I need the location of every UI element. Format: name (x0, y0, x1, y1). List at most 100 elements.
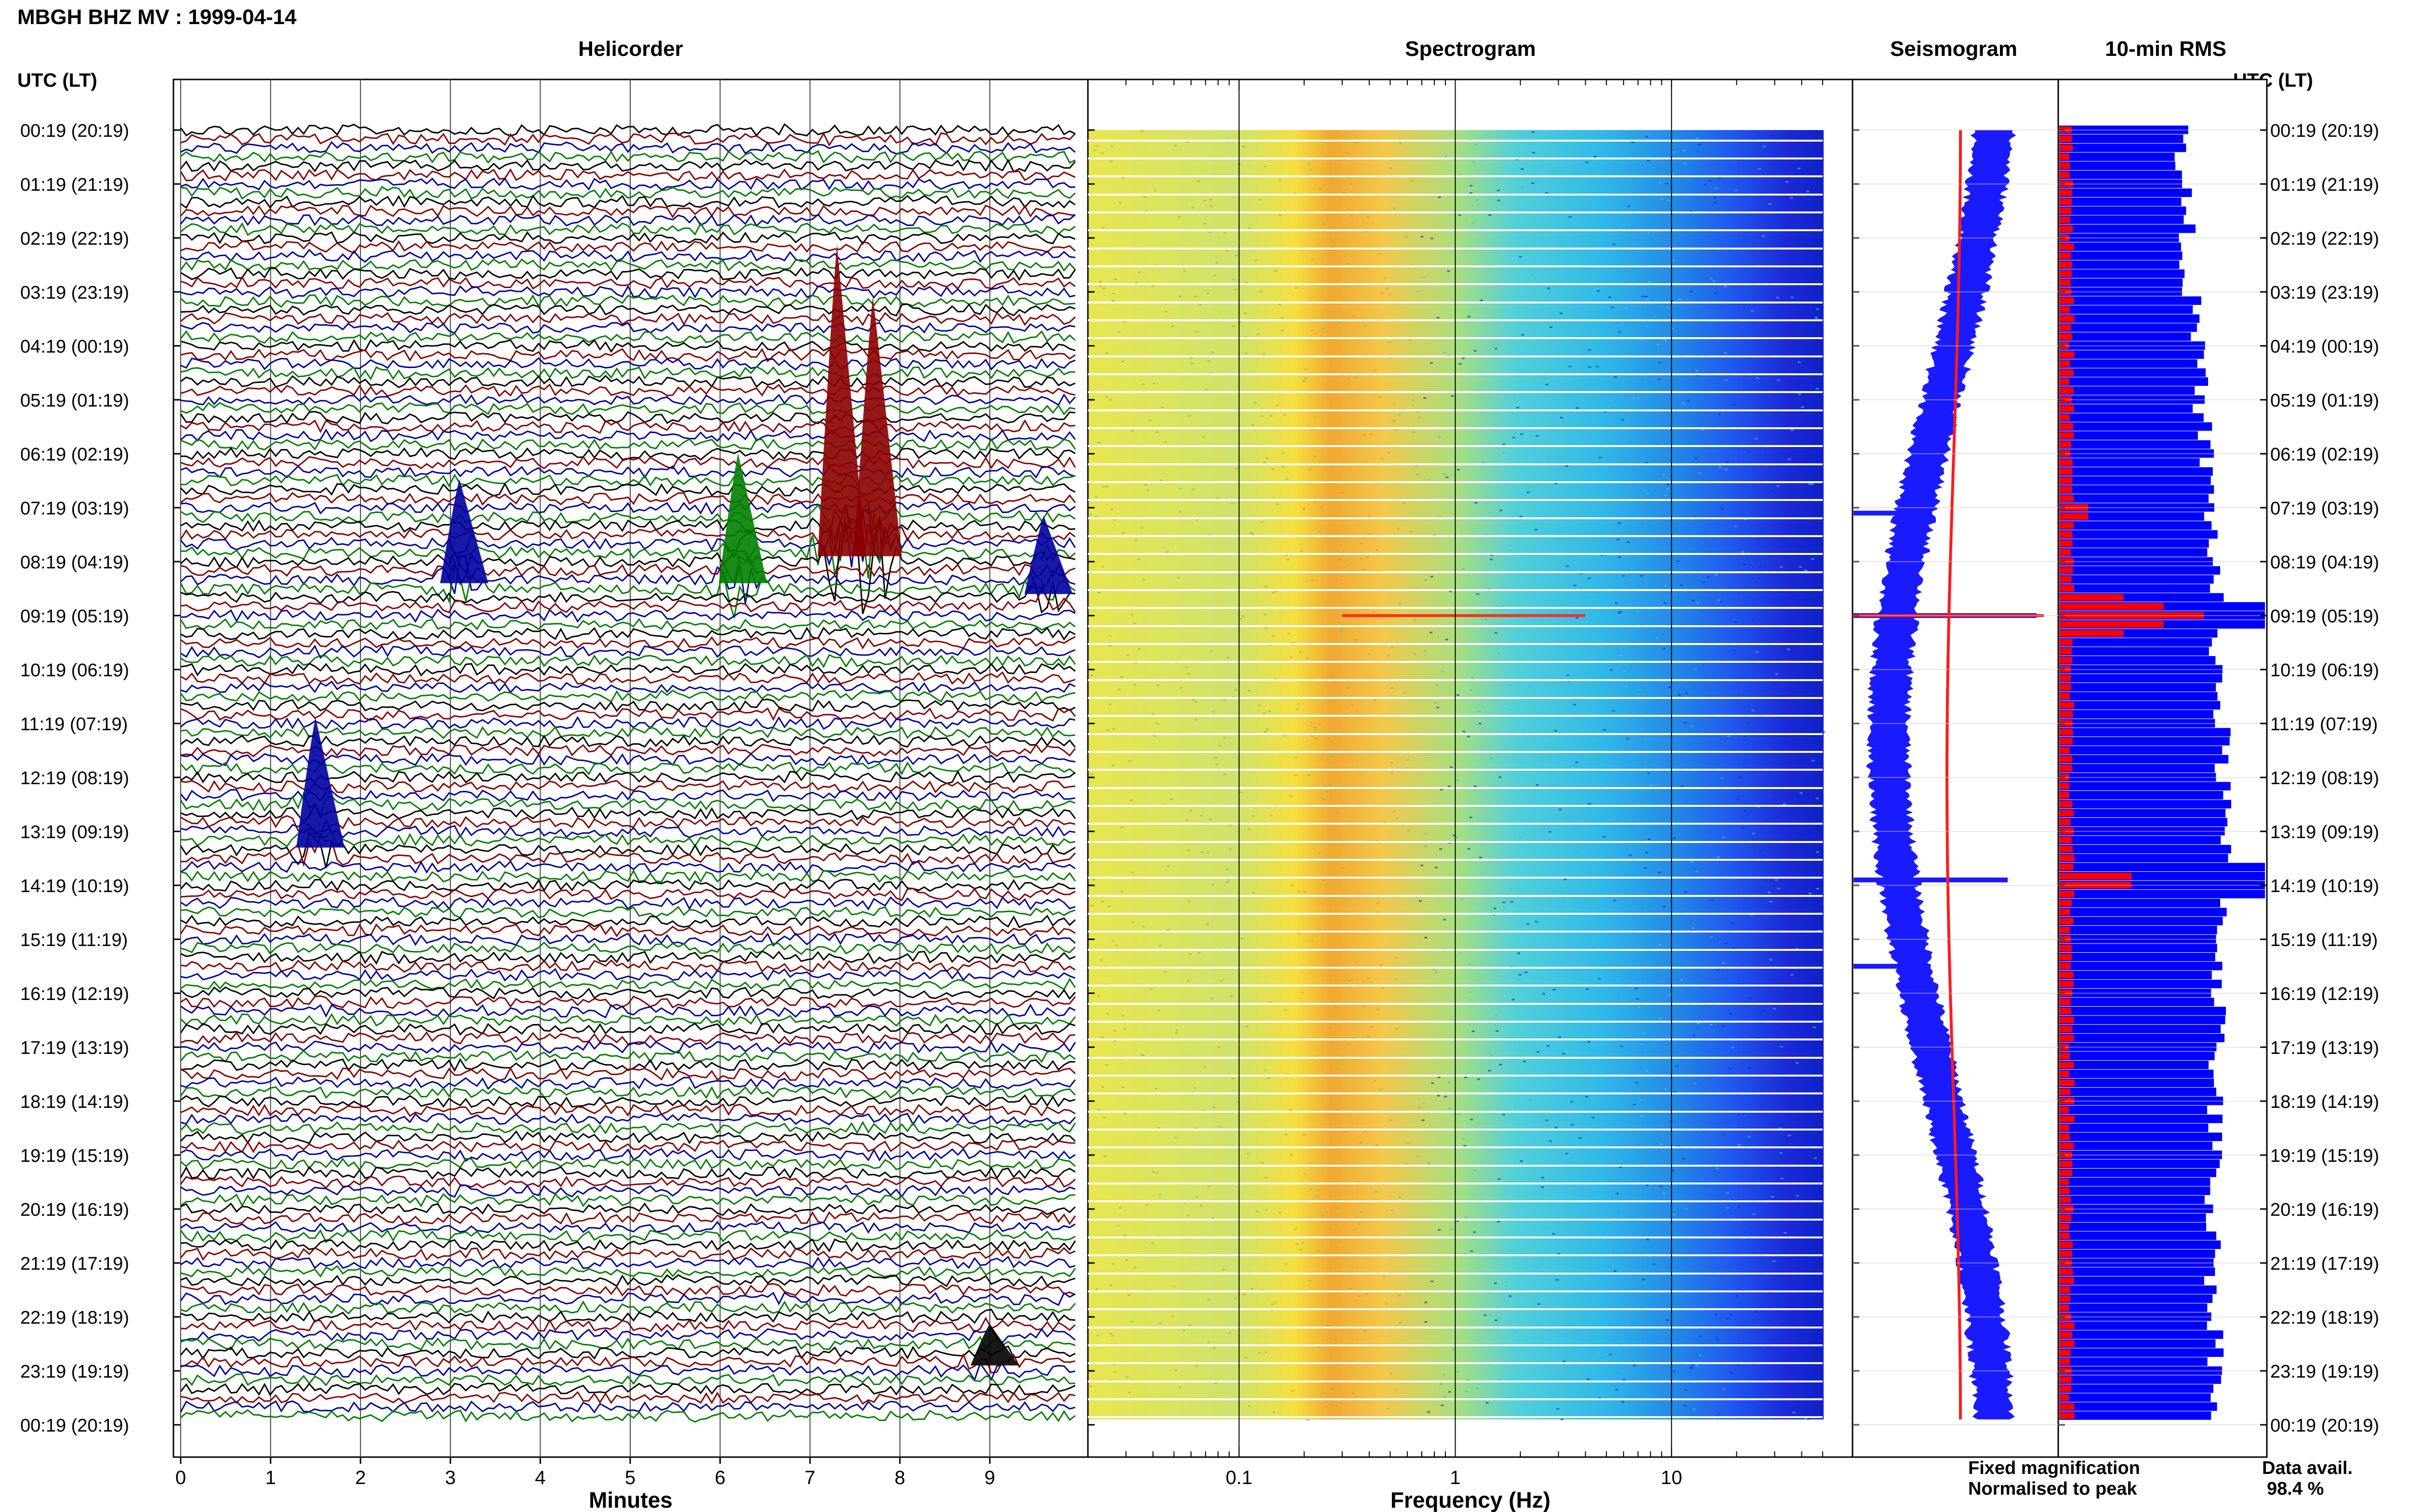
spectrogram-speckle (1236, 1101, 1239, 1103)
spectrogram-speckle (1494, 1319, 1497, 1321)
spectrogram-speckle (1493, 907, 1496, 909)
spectrogram-speckle (1731, 1047, 1734, 1049)
spectrogram-speckle (1368, 653, 1371, 655)
spectrogram-speckle (1619, 1166, 1622, 1168)
spectrogram-speckle (1777, 888, 1780, 890)
hour-label-left: 03:19 (23:19) (20, 283, 129, 303)
spectrogram-speckle (1397, 527, 1400, 529)
seismogram-title: Seismogram (1890, 37, 2017, 61)
spectrogram-speckle (1440, 1383, 1443, 1385)
spectrogram-speckle (1297, 891, 1300, 893)
helicorder-trace (180, 1086, 1076, 1100)
data-availability-value: 98.4 % (2267, 1479, 2324, 1499)
spectrogram-speckle (1614, 376, 1617, 378)
helicorder-trace (180, 1255, 1076, 1269)
spectrogram-speckle (1206, 292, 1210, 294)
helicorder-trace (180, 1058, 1075, 1072)
helicorder-trace (180, 1076, 1076, 1091)
spectrogram-speckle (1416, 1156, 1420, 1157)
helicorder-trace (180, 1229, 1076, 1244)
spectrogram-speckle (1769, 901, 1773, 903)
spectrogram-speckle (1554, 730, 1557, 732)
spectrogram-speckle (1471, 1030, 1475, 1032)
spectrogram-speckle (1735, 1295, 1738, 1297)
rms-normalised-bar (2059, 1178, 2069, 1185)
hour-label-right: 03:19 (23:19) (2270, 283, 2379, 303)
spectrogram-speckle (1195, 1196, 1199, 1198)
rms-bar (2059, 638, 2212, 647)
helicorder-trace (180, 492, 1076, 506)
spectrogram-speckle (1460, 898, 1464, 900)
spectrogram-speckle (1264, 627, 1268, 629)
helicorder-trace (180, 1130, 1076, 1144)
spectrogram-speckle (1350, 215, 1353, 217)
spectrogram-speckle (1362, 568, 1365, 570)
spectrogram-speckle (1129, 800, 1133, 802)
helicorder-trace (180, 735, 1076, 748)
spectrogram-speckle (1566, 674, 1569, 676)
spectrogram-speckle (1768, 203, 1772, 205)
spectrogram-speckle (1246, 1153, 1250, 1155)
rms-title: 10-min RMS (2105, 37, 2226, 61)
spectrogram-speckle (1490, 554, 1494, 556)
rms-bar (2059, 1339, 2216, 1348)
spectrogram-speckle (1319, 929, 1322, 931)
spectrogram-speckle (1213, 274, 1216, 276)
spectrogram-speckle (1585, 1096, 1588, 1098)
spectrogram-speckle (1744, 736, 1747, 737)
spectrogram-speckle (1134, 662, 1138, 664)
spectrogram-speckle (1097, 442, 1100, 444)
rms-normalised-bar (2059, 531, 2073, 538)
spectrogram-speckle (1787, 458, 1791, 460)
spectrogram-speckle (1558, 1036, 1562, 1038)
spectrogram-speckle (1271, 1303, 1274, 1305)
spectrogram-speckle (1667, 199, 1670, 201)
rms-bar (2059, 961, 2223, 971)
spectrogram-speckle (1684, 1389, 1688, 1391)
spectrogram-speckle (1317, 1190, 1320, 1192)
spectrogram-speckle (1812, 760, 1815, 762)
helicorder-trace (180, 330, 1076, 344)
spectrogram-speckle (1766, 397, 1769, 399)
spectrogram-speckle (1194, 719, 1198, 721)
spectrogram-speckle (1796, 948, 1799, 950)
spectrogram-speckle (1266, 728, 1269, 730)
rms-bar (2059, 1321, 2207, 1330)
helicorder-trace (180, 644, 1076, 659)
spectrogram-speckle (1563, 1193, 1567, 1195)
rms-normalised-bar (2059, 1124, 2069, 1131)
spectrogram-speckle (1170, 798, 1173, 800)
spectrogram-speckle (1619, 655, 1623, 657)
spectrogram-speckle (1644, 867, 1647, 869)
spectrogram-speckle (1495, 1014, 1498, 1016)
spectrogram-speckle (1421, 1119, 1425, 1121)
spectrogram-speckle (1609, 1354, 1612, 1355)
spectrogram-speckle (1692, 1035, 1695, 1037)
spectrogram-speckle (1556, 1279, 1559, 1281)
rms-bar (2059, 296, 2201, 305)
spectrogram-speckle (1314, 737, 1317, 739)
rms-bar (2059, 926, 2217, 934)
spectrogram-speckle (1270, 415, 1273, 417)
spectrogram-speckle (1443, 473, 1446, 475)
rms-bar (2059, 1393, 2211, 1402)
spectrogram-speckle (1450, 1228, 1454, 1230)
spectrogram-speckle (1597, 1353, 1600, 1354)
rms-bar (2059, 575, 2214, 584)
spectrogram-speckle (1340, 576, 1344, 577)
spectrogram-speckle (1616, 539, 1620, 540)
helicorder-trace (180, 521, 1076, 614)
spectrogram-speckle (1222, 1269, 1225, 1271)
spectrogram-speckle (1298, 651, 1302, 653)
rms-normalised-bar (2059, 873, 2131, 880)
spectrogram-speckle (1116, 1225, 1120, 1227)
spectrogram-speckle (1258, 705, 1261, 707)
spectrogram-speckle (1318, 852, 1321, 854)
spectrogram-speckle (1535, 528, 1537, 530)
spectrogram-speckle (1314, 729, 1317, 731)
helicorder-trace (180, 1291, 1076, 1306)
spectrogram-speckle (1786, 1402, 1789, 1404)
helicorder-trace (180, 267, 1076, 281)
spectrogram-speckle (1384, 277, 1387, 279)
rms-bar (2059, 485, 2214, 494)
